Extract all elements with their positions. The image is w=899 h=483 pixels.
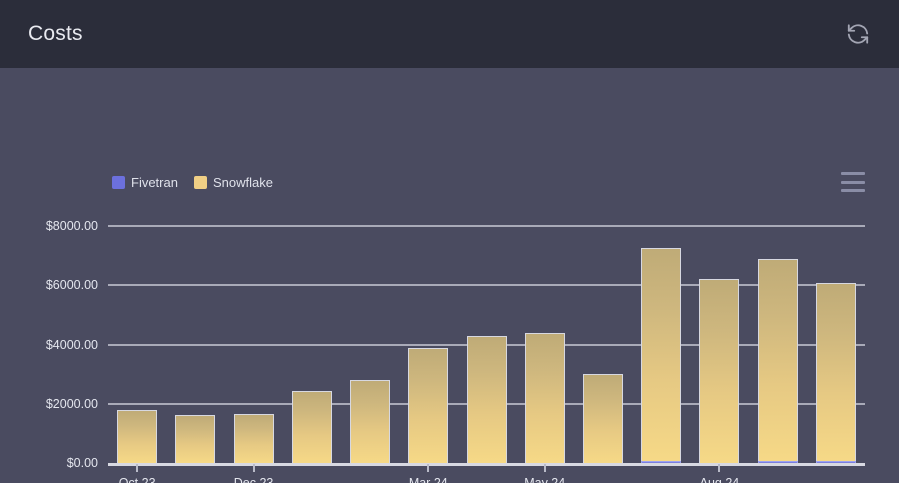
refresh-sync-icon[interactable]: [841, 17, 875, 51]
bar-segment-snowflake[interactable]: [291, 391, 332, 463]
bar-segment-snowflake[interactable]: [408, 348, 449, 463]
x-axis-tick: [252, 464, 255, 472]
legend-label-fivetran: Fivetran: [131, 175, 178, 190]
bar-column[interactable]: [524, 226, 565, 463]
bar-segment-snowflake[interactable]: [699, 279, 740, 463]
x-axis-tick: [543, 464, 546, 472]
legend-item-fivetran[interactable]: Fivetran: [112, 176, 178, 189]
bar-column[interactable]: [641, 226, 682, 463]
bar-column[interactable]: [350, 226, 391, 463]
bar-segment-snowflake[interactable]: [524, 333, 565, 463]
bar-column[interactable]: [815, 226, 856, 463]
bar-column[interactable]: [582, 226, 623, 463]
x-axis-tick-label: Aug 24: [699, 476, 740, 483]
legend-swatch-fivetran: [112, 176, 125, 189]
bar-segment-snowflake[interactable]: [815, 282, 856, 461]
bar-segment-snowflake[interactable]: [641, 248, 682, 462]
bar-segment-snowflake[interactable]: [175, 415, 216, 463]
y-axis-labels: $0.00 $2000.00 $4000.00 $6000.00 $8000.00: [0, 219, 98, 470]
x-axis-labels: Oct 23 Dec 23 Mar 24 May 24 Aug 24: [108, 476, 865, 483]
bar-segment-fivetran[interactable]: [815, 460, 856, 463]
bar-segment-snowflake[interactable]: [582, 373, 623, 463]
x-axis-tick-label: Mar 24: [408, 476, 448, 483]
legend-item-snowflake[interactable]: Snowflake: [193, 175, 273, 190]
y-axis-tick-label: $0.00: [66, 456, 98, 470]
bar-column[interactable]: [757, 226, 798, 463]
x-axis-tick: [427, 464, 430, 472]
x-axis-ticks: [108, 463, 865, 472]
bar-segment-fivetran[interactable]: [641, 461, 682, 463]
x-axis-tick: [718, 464, 721, 472]
bar-group: [108, 226, 865, 463]
chart-panel: Fivetran Snowflake $0.00 $2000.00 $4000.00…: [0, 68, 899, 483]
x-axis-tick-label: Dec 23: [233, 476, 274, 483]
y-axis-tick-label: $2000.00: [45, 396, 98, 411]
legend-label-snowflake: Snowflake: [212, 175, 273, 190]
x-axis-tick-label: May 24: [524, 476, 566, 483]
hamburger-menu-icon[interactable]: [841, 172, 865, 192]
y-axis-tick-label: $8000.00: [45, 219, 98, 233]
bar-column[interactable]: [291, 226, 332, 463]
bar-segment-snowflake[interactable]: [466, 335, 507, 463]
plot-area: [108, 225, 865, 472]
bar-column[interactable]: [117, 226, 158, 463]
bar-column[interactable]: [466, 226, 507, 463]
gridline: [108, 225, 865, 227]
bar-segment-fivetran[interactable]: [757, 460, 798, 463]
bar-segment-snowflake[interactable]: [233, 414, 274, 463]
x-axis-tick: [136, 464, 139, 472]
legend-swatch-snowflake: [193, 176, 207, 189]
bar-column[interactable]: [699, 226, 740, 463]
gridline: [108, 284, 865, 287]
bar-column[interactable]: [175, 226, 216, 463]
bar-column[interactable]: [233, 226, 274, 463]
x-axis-tick-label: Oct 23: [118, 476, 156, 483]
y-axis-tick-label: $6000.00: [45, 278, 98, 293]
bar-segment-snowflake[interactable]: [757, 258, 798, 461]
bar-segment-snowflake[interactable]: [117, 409, 158, 463]
x-axis-line: [108, 463, 865, 466]
y-axis-tick-label: $4000.00: [45, 337, 98, 352]
chart-legend: Fivetran Snowflake: [112, 176, 273, 189]
bar-segment-snowflake[interactable]: [350, 380, 391, 463]
page-title: Costs: [28, 22, 83, 45]
app-header: Costs: [0, 0, 899, 68]
bar-column[interactable]: [408, 226, 449, 463]
